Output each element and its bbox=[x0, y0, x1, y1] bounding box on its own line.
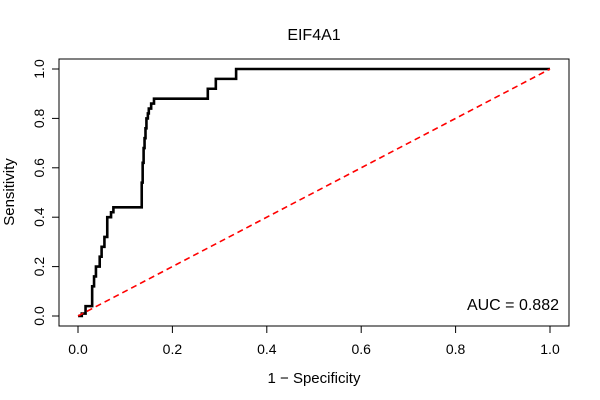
x-tick-label: 0.4 bbox=[257, 341, 277, 357]
x-axis: 0.0 0.2 0.4 0.6 0.8 1.0 bbox=[68, 325, 560, 357]
y-tick-label: 0.6 bbox=[31, 158, 47, 178]
x-tick-label: 0.8 bbox=[446, 341, 466, 357]
y-tick-label: 1.0 bbox=[31, 59, 47, 79]
x-tick-label: 0.0 bbox=[68, 341, 88, 357]
x-axis-label: 1 − Specificity bbox=[268, 370, 361, 387]
chart-title: EIF4A1 bbox=[287, 27, 340, 44]
reference-diagonal-line bbox=[77, 68, 551, 317]
x-tick-label: 0.6 bbox=[351, 341, 371, 357]
series-layer bbox=[77, 67, 551, 318]
y-tick-label: 0.2 bbox=[31, 257, 47, 277]
x-tick-label: 0.2 bbox=[163, 341, 183, 357]
y-tick-label: 0.8 bbox=[31, 108, 47, 128]
y-axis-label: Sensitivity bbox=[1, 158, 18, 226]
y-tick-label: 0.4 bbox=[31, 207, 47, 227]
roc-curve bbox=[78, 67, 550, 318]
x-tick-label: 1.0 bbox=[540, 341, 560, 357]
y-axis: 0.0 0.2 0.4 0.6 0.8 1.0 bbox=[31, 59, 60, 326]
auc-annotation: AUC = 0.882 bbox=[467, 297, 559, 314]
y-tick-label: 0.0 bbox=[31, 306, 47, 326]
